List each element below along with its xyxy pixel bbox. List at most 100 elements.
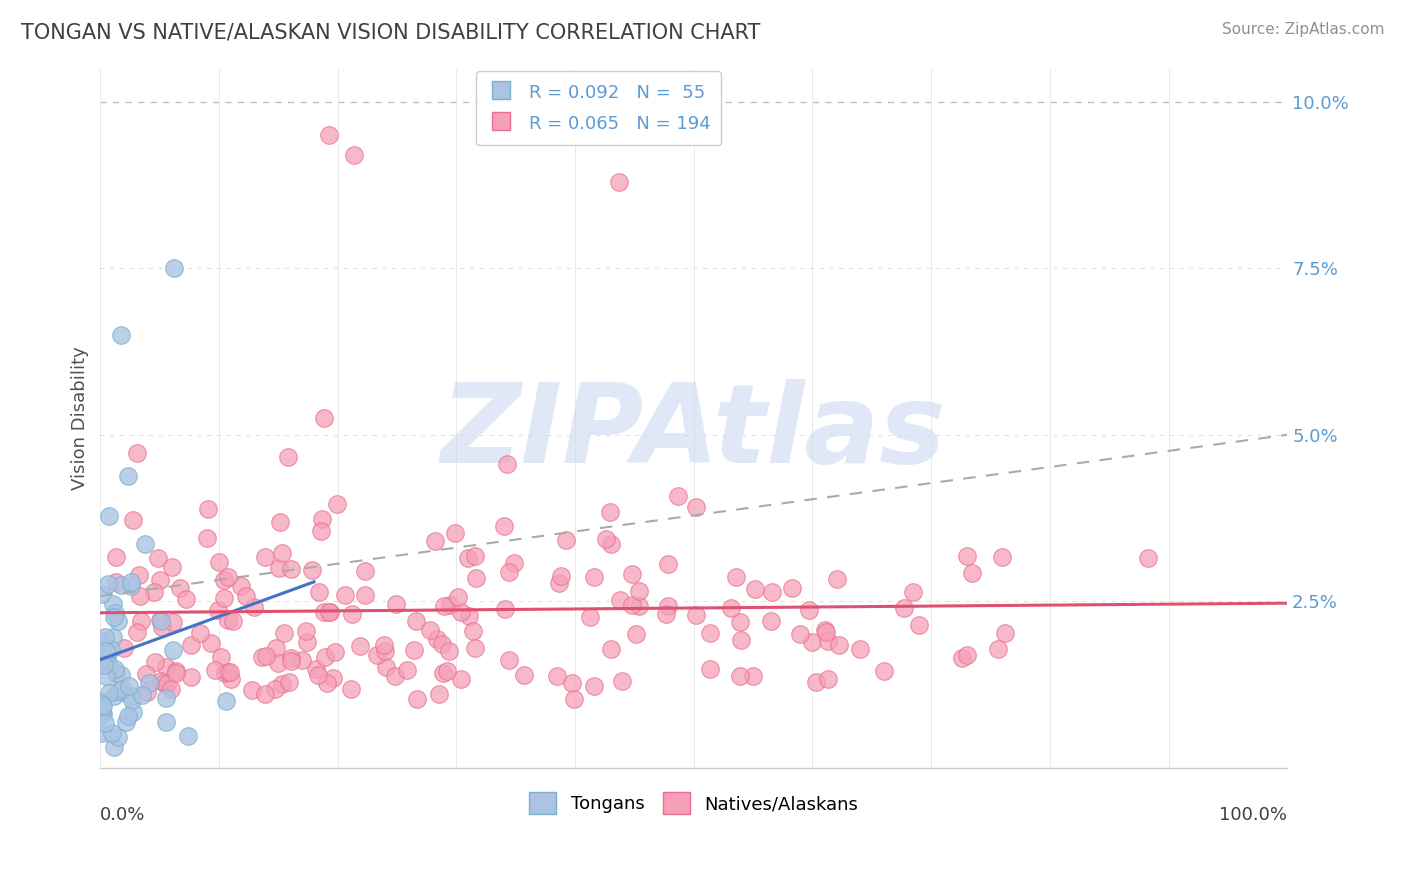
Point — [447, 590, 470, 604]
Point — [271, 546, 294, 560]
Point — [122, 513, 145, 527]
Point — [103, 630, 125, 644]
Point — [222, 614, 245, 628]
Point — [494, 602, 516, 616]
Point — [908, 618, 931, 632]
Point — [595, 532, 617, 546]
Point — [208, 556, 231, 570]
Point — [374, 643, 396, 657]
Point — [188, 626, 211, 640]
Point — [169, 581, 191, 595]
Point — [263, 681, 285, 696]
Point — [814, 623, 837, 637]
Point — [219, 673, 242, 687]
Point — [180, 638, 202, 652]
Point — [277, 450, 299, 465]
Point — [436, 664, 458, 678]
Point — [107, 684, 129, 698]
Point — [90, 587, 112, 601]
Point — [103, 610, 125, 624]
Point — [103, 740, 125, 755]
Point — [209, 650, 232, 665]
Point — [314, 605, 336, 619]
Point — [620, 598, 643, 612]
Point — [960, 566, 983, 580]
Point — [111, 682, 134, 697]
Point — [583, 679, 606, 693]
Point — [423, 533, 446, 548]
Point — [457, 550, 479, 565]
Point — [620, 566, 643, 581]
Point — [450, 672, 472, 686]
Point — [600, 641, 623, 656]
Point — [993, 626, 1015, 640]
Point — [110, 578, 132, 592]
Point — [94, 668, 117, 682]
Point — [120, 574, 142, 589]
Point — [254, 550, 277, 565]
Point — [217, 665, 239, 679]
Point — [512, 668, 534, 682]
Point — [135, 667, 157, 681]
Point — [991, 550, 1014, 565]
Point — [156, 677, 179, 691]
Point — [725, 570, 748, 584]
Point — [110, 327, 132, 342]
Point — [817, 634, 839, 648]
Point — [136, 684, 159, 698]
Point — [110, 668, 132, 682]
Point — [204, 663, 226, 677]
Point — [242, 683, 264, 698]
Point — [579, 609, 602, 624]
Point — [609, 593, 631, 607]
Point — [212, 574, 235, 588]
Point — [628, 599, 651, 613]
Point — [120, 579, 142, 593]
Point — [395, 663, 418, 677]
Point — [599, 505, 621, 519]
Point — [607, 175, 630, 189]
Point — [153, 676, 176, 690]
Point — [814, 625, 837, 640]
Point — [134, 537, 156, 551]
Point — [200, 636, 222, 650]
Point — [405, 614, 427, 628]
Point — [215, 694, 238, 708]
Point — [90, 695, 112, 709]
Point — [295, 624, 318, 638]
Point — [148, 550, 170, 565]
Point — [252, 649, 274, 664]
Point — [103, 663, 125, 677]
Point — [90, 640, 112, 655]
Point — [90, 726, 112, 740]
Point — [104, 574, 127, 589]
Point — [432, 665, 454, 680]
Point — [155, 660, 177, 674]
Point — [780, 581, 803, 595]
Point — [720, 601, 742, 615]
Point — [142, 585, 165, 599]
Point — [626, 627, 648, 641]
Point — [582, 570, 605, 584]
Point — [797, 603, 820, 617]
Point — [546, 669, 568, 683]
Point — [254, 687, 277, 701]
Point — [375, 660, 398, 674]
Point — [1137, 551, 1160, 566]
Point — [94, 630, 117, 644]
Point — [243, 599, 266, 614]
Text: 100.0%: 100.0% — [1219, 806, 1288, 824]
Point — [267, 656, 290, 670]
Point — [657, 557, 679, 571]
Point — [280, 654, 302, 668]
Point — [444, 525, 467, 540]
Point — [789, 627, 811, 641]
Point — [349, 639, 371, 653]
Point — [150, 620, 173, 634]
Point — [104, 549, 127, 564]
Point — [427, 687, 450, 701]
Point — [319, 605, 342, 619]
Point — [318, 128, 340, 142]
Point — [131, 615, 153, 629]
Point — [308, 585, 330, 599]
